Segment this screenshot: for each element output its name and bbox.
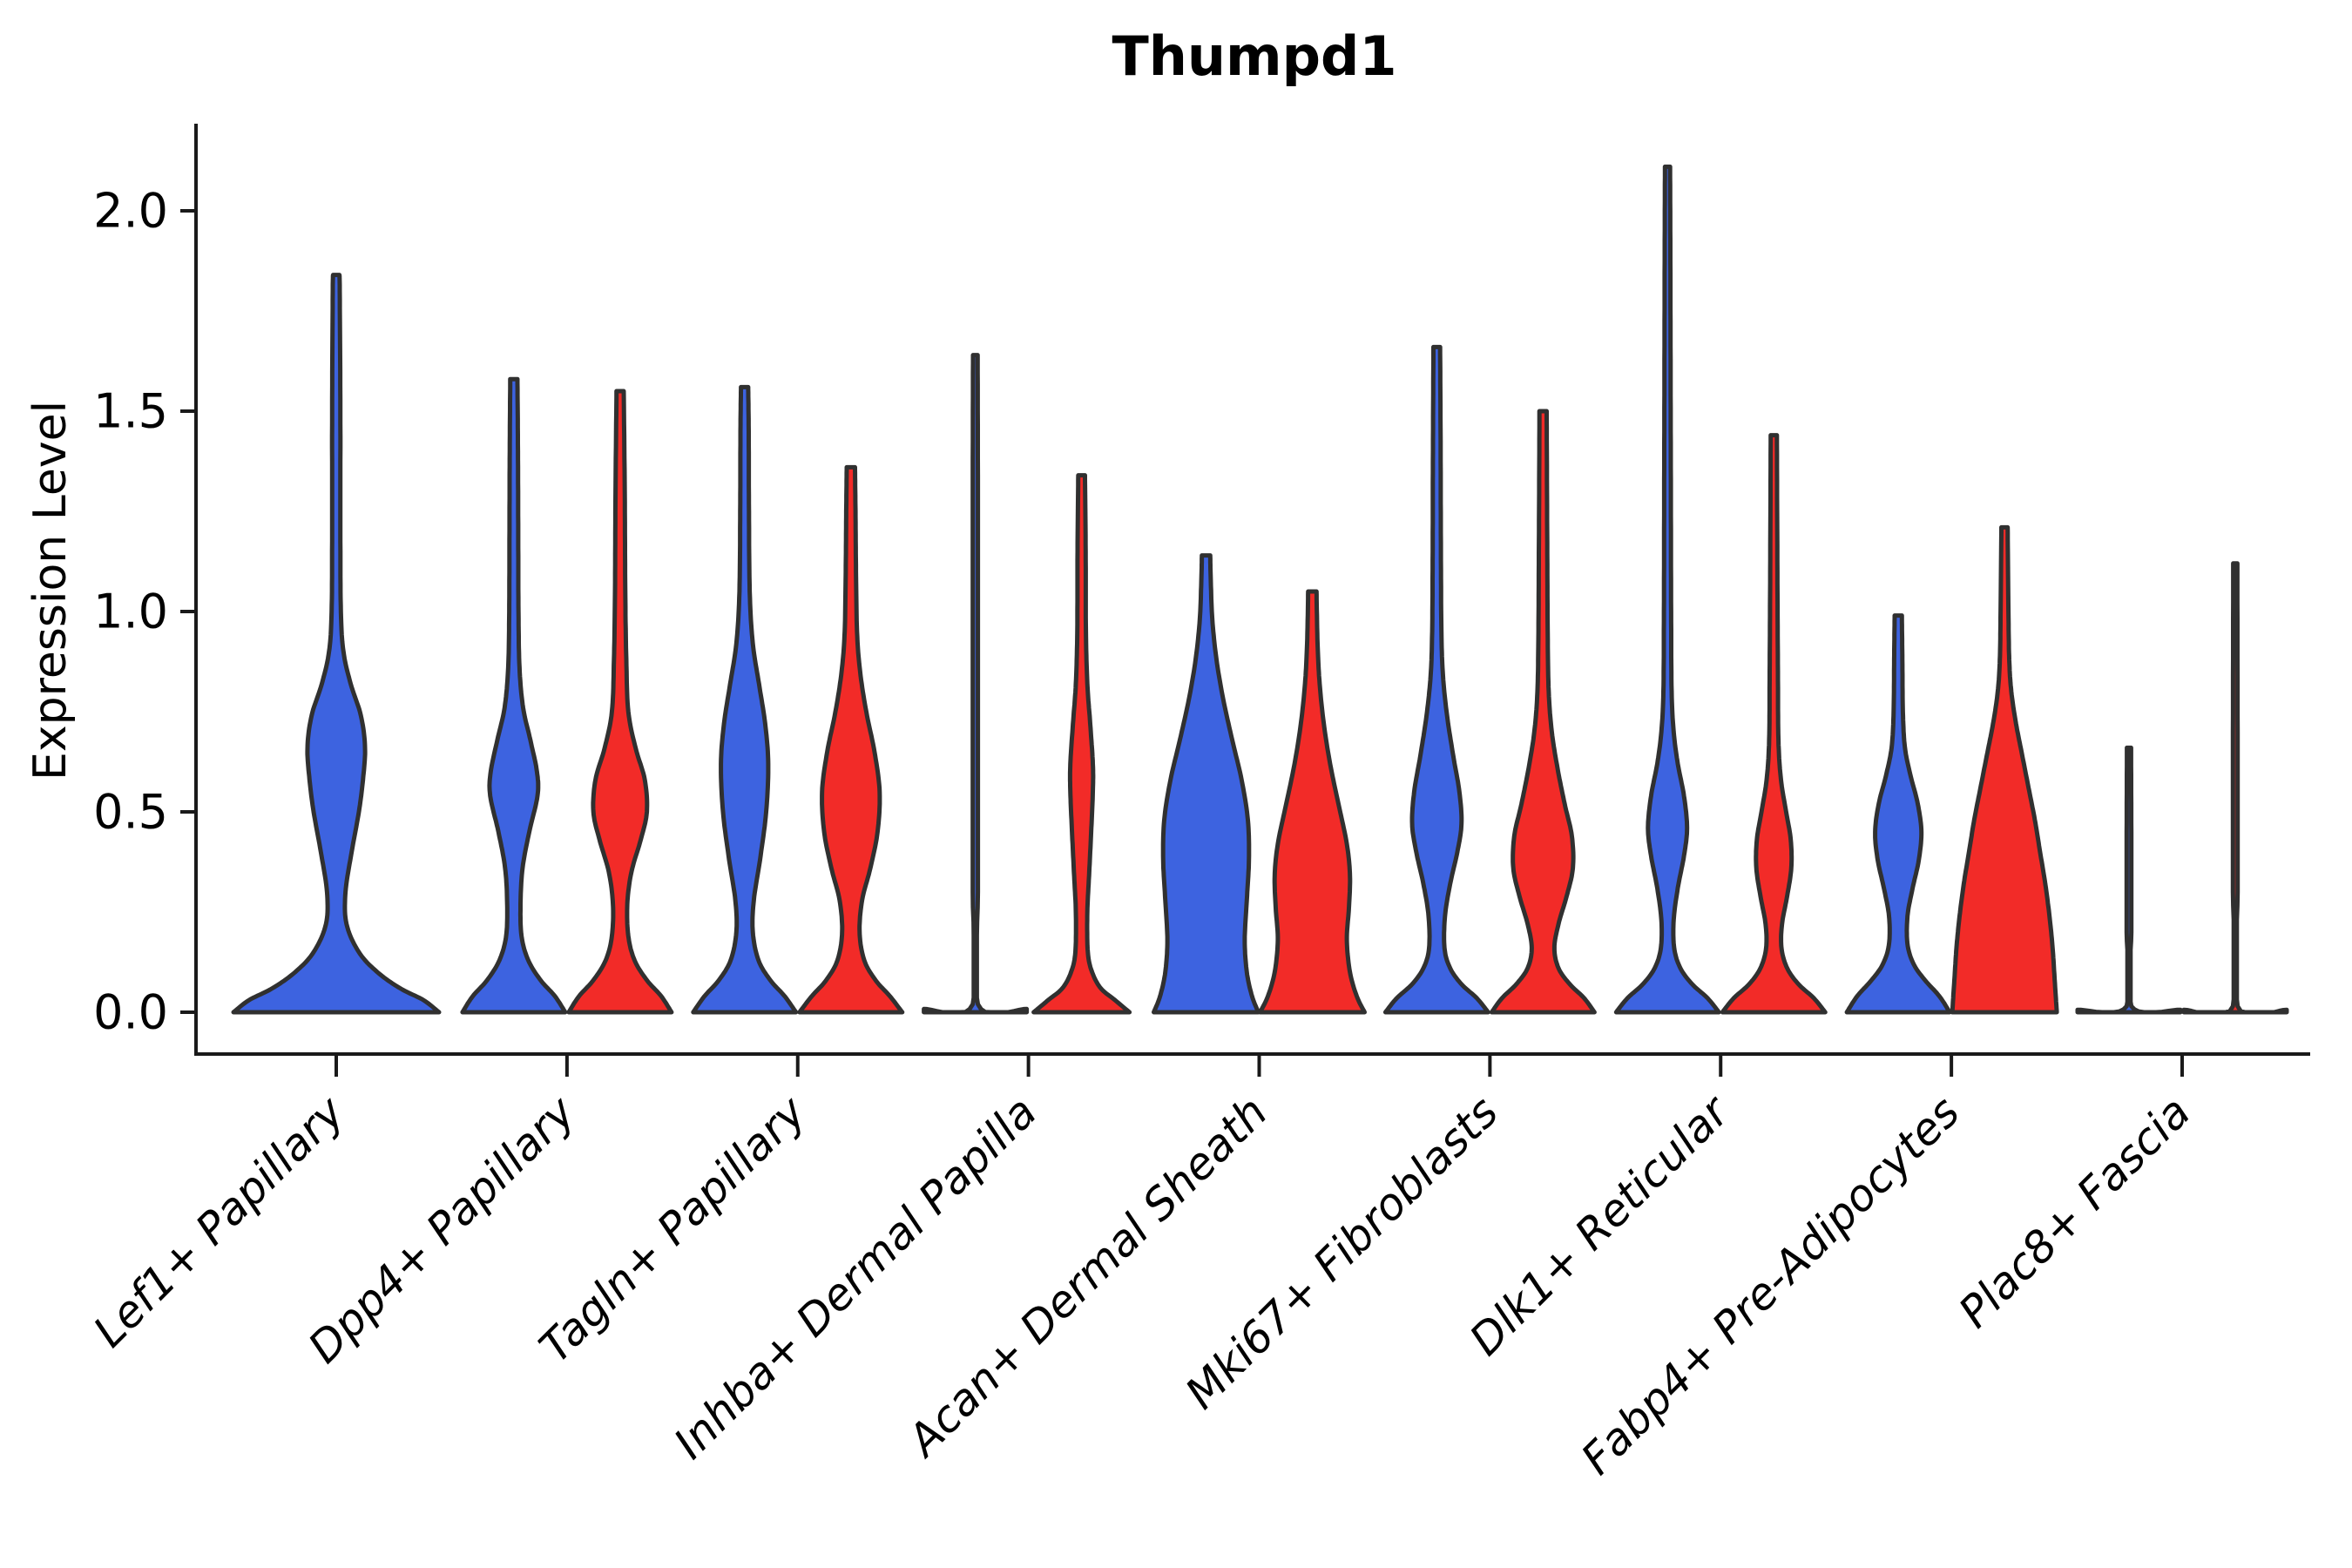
violin-blue-dlk1-reticular	[1613, 164, 1721, 1015]
violin-blue-mki67-fibroblasts	[1382, 344, 1490, 1015]
violin-red-acan-dermal-sheath	[1258, 589, 1367, 1015]
x-category-label-lef1-papillary: Lef1+ Papillary	[84, 1085, 355, 1356]
y-tick-label-0.0: 0.0	[93, 984, 168, 1039]
violin-red-dpp4-papillary	[566, 389, 674, 1015]
y-tick-label-0.5: 0.5	[93, 784, 168, 839]
plot-title: Thumpd1	[1112, 24, 1397, 88]
violin-red-dlk1-reticular	[1720, 433, 1828, 1015]
y-tick-label-2.0: 2.0	[93, 183, 168, 238]
violin-blue-tagln-papillary	[691, 384, 799, 1015]
violin-blue-acan-dermal-sheath	[1152, 553, 1260, 1015]
violin-red-plac8-fascia	[2181, 561, 2289, 1015]
violin-red-fabp4-pre-adipocytes	[1950, 524, 2059, 1015]
violin-red-tagln-papillary	[797, 464, 905, 1015]
y-tick-label-1.5: 1.5	[93, 383, 168, 438]
violin-blue-inhba-dermal-papilla	[922, 353, 1030, 1015]
violin-blue-lef1-papillary	[231, 273, 442, 1015]
violin-red-inhba-dermal-papilla	[1031, 473, 1132, 1015]
y-tick-label-1.0: 1.0	[93, 584, 168, 639]
violin-red-mki67-fibroblasts	[1489, 409, 1597, 1015]
violin-blue-plac8-fascia	[2075, 745, 2183, 1015]
x-category-label-plac8-fascia: Plac8+ Fascia	[1950, 1086, 2200, 1337]
x-category-label-fabp4-pre-adipocytes: Fabp4+ Pre-Adipocytes	[1571, 1086, 1970, 1484]
violin-blue-dpp4-papillary	[460, 376, 568, 1015]
violin-blue-fabp4-pre-adipocytes	[1844, 613, 1952, 1015]
